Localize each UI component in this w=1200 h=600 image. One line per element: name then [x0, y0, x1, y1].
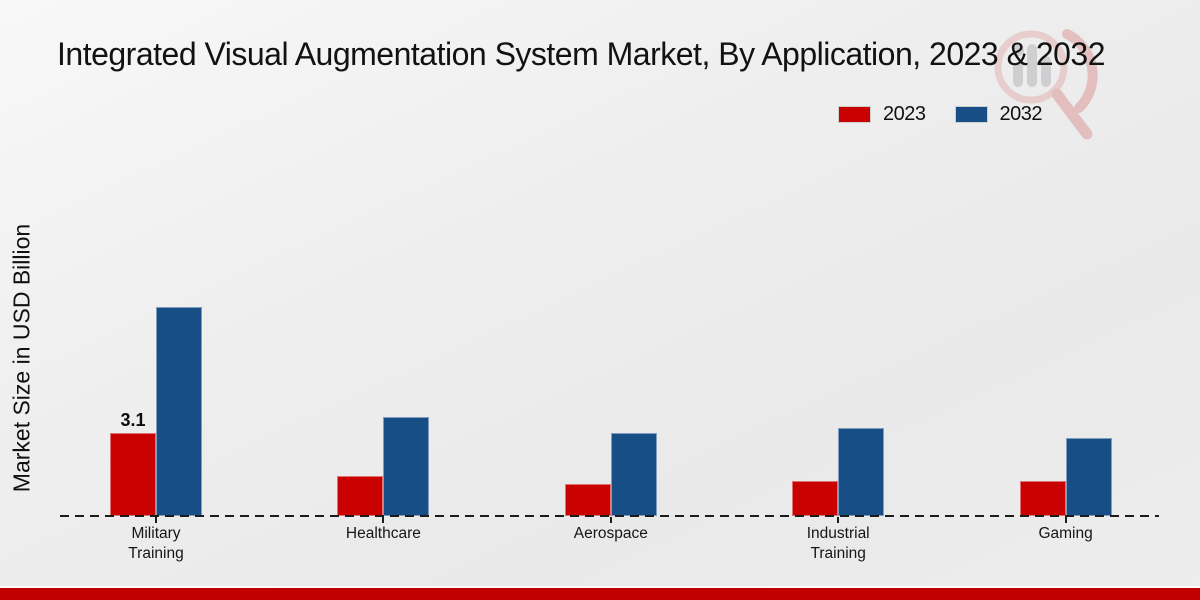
axis-tick-aerospace — [609, 517, 612, 523]
category-label-military-training: Military Training — [128, 525, 184, 562]
footer-separator — [0, 586, 1200, 588]
axis-tick-gaming — [1064, 517, 1067, 523]
axis-tick-military-training — [155, 517, 157, 523]
bar-2023-aerospace — [564, 484, 611, 516]
bar-2032-gaming — [1065, 438, 1112, 516]
legend-swatch-2032 — [954, 106, 988, 123]
legend-item-2032: 2032 — [954, 103, 1043, 126]
bar-2023-military-training — [110, 433, 156, 516]
legend-item-2023: 2023 — [838, 103, 926, 126]
category-label-aerospace: Aerospace — [573, 525, 648, 542]
category-label-gaming: Gaming — [1038, 525, 1093, 542]
legend: 2023 2032 — [838, 103, 1042, 126]
x-axis-baseline — [60, 515, 1159, 517]
bar-value-label-military-training: 3.1 — [120, 410, 146, 430]
legend-swatch-2023 — [838, 106, 871, 123]
bar-2032-industrial-training — [838, 428, 885, 516]
bar-2023-healthcare — [337, 476, 384, 516]
axis-tick-healthcare — [382, 517, 385, 523]
chart-title: Integrated Visual Augmentation System Ma… — [57, 36, 1106, 72]
category-label-healthcare: Healthcare — [345, 525, 421, 542]
legend-label-2023: 2023 — [883, 103, 926, 125]
bar-2032-military-training — [156, 307, 202, 516]
category-label-industrial-training: Industrial Training — [806, 525, 870, 562]
bar-2032-aerospace — [610, 433, 657, 516]
legend-label-2032: 2032 — [999, 103, 1043, 125]
footer-red-bar — [0, 588, 1200, 600]
market-research-magnifier-logo — [994, 29, 1098, 140]
axis-tick-industrial-training — [837, 517, 840, 523]
bar-2032-healthcare — [383, 417, 430, 516]
